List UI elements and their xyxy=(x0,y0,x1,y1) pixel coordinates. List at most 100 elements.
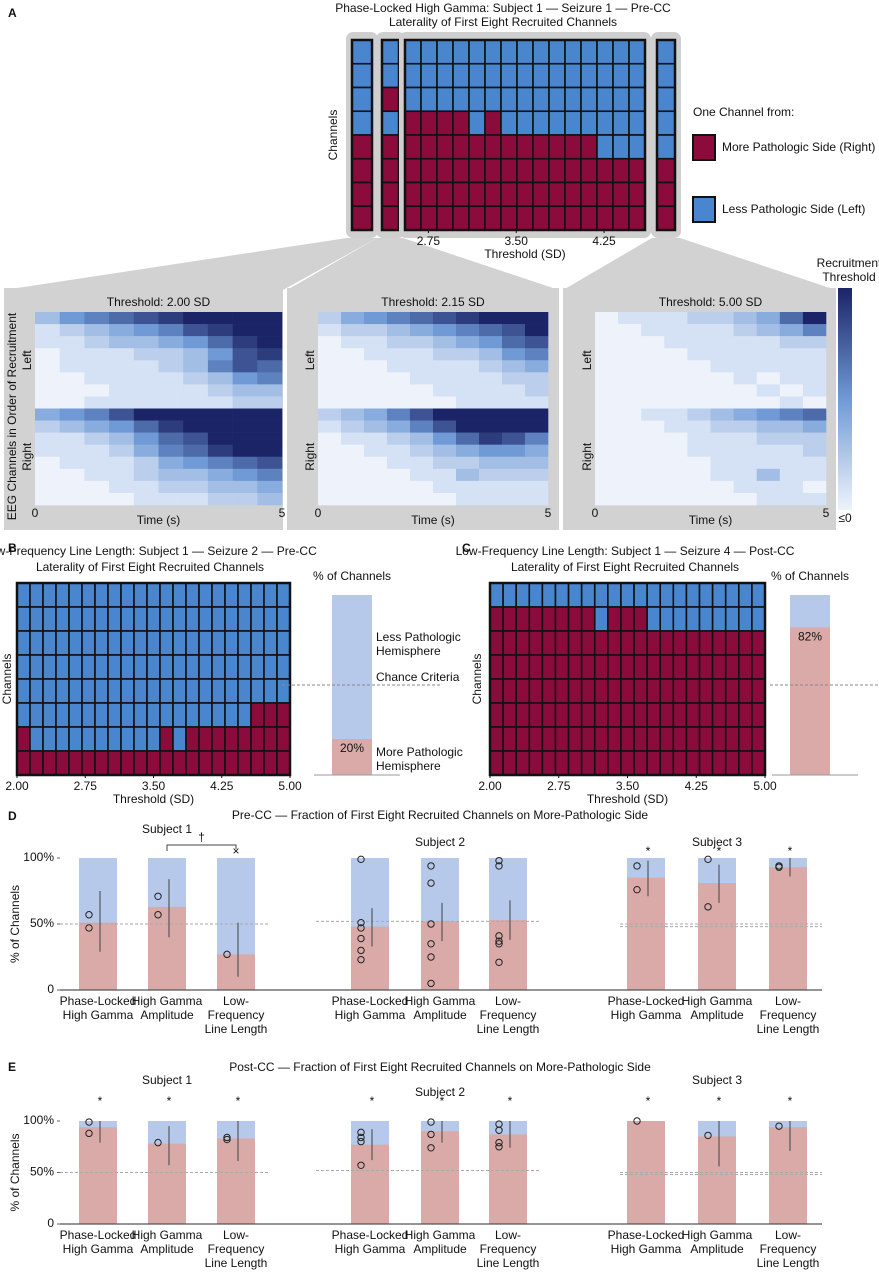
heat-cell xyxy=(158,336,184,349)
y-axis-label: EEG Channels in Order of Recruitment xyxy=(5,312,19,520)
heat-cell xyxy=(733,360,757,373)
grid-cell xyxy=(146,606,161,632)
heat-cell xyxy=(84,384,110,397)
grid-cell xyxy=(250,702,265,728)
heat-cell xyxy=(733,348,757,361)
grid-cell xyxy=(120,750,135,776)
data-point xyxy=(775,1122,783,1130)
grid-cell xyxy=(532,86,550,113)
heat-cell xyxy=(257,444,283,458)
heat-cell xyxy=(456,444,480,458)
heat-cell xyxy=(710,396,734,409)
grid-cell xyxy=(55,750,70,776)
data-point xyxy=(357,918,365,927)
heat-cell xyxy=(525,324,549,337)
heat-cell xyxy=(456,384,480,397)
grid-cell xyxy=(250,606,265,632)
x-tick-label: Low- xyxy=(775,994,801,1008)
grid-cell xyxy=(724,678,740,704)
heat-cell xyxy=(802,396,827,409)
heat-cell xyxy=(756,444,781,458)
grid-cell xyxy=(172,702,187,728)
grid-cell xyxy=(351,181,373,208)
grid-cell xyxy=(628,110,646,136)
data-point xyxy=(223,1133,231,1142)
heat-cell xyxy=(733,480,757,494)
heat-cell xyxy=(364,312,388,325)
grid-cell xyxy=(436,39,454,65)
grid-cell xyxy=(646,606,662,632)
heat-cell xyxy=(733,384,757,397)
colorbar-min-label: ≤0 xyxy=(838,511,852,525)
heat-cell xyxy=(595,360,619,373)
heat-cell xyxy=(433,396,457,409)
heat-cell xyxy=(502,444,526,458)
heat-cell xyxy=(710,336,734,349)
heat-cell xyxy=(59,420,85,433)
data-point xyxy=(427,879,435,887)
heat-cell xyxy=(618,492,642,506)
group-label: Left xyxy=(303,350,317,371)
grid-cell xyxy=(515,654,531,680)
heat-cell xyxy=(364,360,388,373)
heat-cell xyxy=(618,312,642,325)
heat-cell xyxy=(364,468,388,482)
x-tick-label: Frequency xyxy=(760,1242,817,1256)
heat-cell xyxy=(641,384,665,397)
heat-cell xyxy=(687,324,711,337)
heat-cell xyxy=(232,480,258,494)
grid-cell xyxy=(224,582,239,608)
heat-cell xyxy=(133,432,159,445)
heat-cell xyxy=(387,408,411,421)
heat-cell xyxy=(257,396,283,409)
heat-cell xyxy=(84,468,110,482)
grid-cell xyxy=(489,630,504,656)
bar xyxy=(790,627,830,775)
heat-cell xyxy=(341,492,365,506)
heat-cell xyxy=(133,396,159,409)
grid-cell xyxy=(107,726,122,752)
group-label: Left xyxy=(20,350,34,371)
grid-cell xyxy=(159,582,174,608)
grid-cell xyxy=(237,678,252,704)
heat-cell xyxy=(318,312,342,325)
grid-cell xyxy=(381,157,400,184)
grid-cell xyxy=(612,86,630,113)
grid-cell xyxy=(698,678,714,704)
grid-cell xyxy=(484,157,502,184)
heat-cell xyxy=(133,480,159,494)
heat-cell xyxy=(756,420,781,433)
grid-cell xyxy=(484,62,502,89)
grid-cell xyxy=(500,110,518,136)
grid-cell xyxy=(16,654,31,680)
x-tick-label: Low- xyxy=(775,1228,801,1242)
heat-cell xyxy=(525,492,549,506)
grid-cell xyxy=(94,630,109,656)
connector xyxy=(563,238,836,290)
grid-cell xyxy=(420,110,438,136)
group-label: Right xyxy=(303,442,317,471)
heat-cell xyxy=(158,372,184,385)
heat-cell xyxy=(364,492,388,506)
grid-cell xyxy=(94,582,109,608)
grid-cell xyxy=(351,110,373,136)
grid-cell xyxy=(351,205,373,231)
grid-cell xyxy=(628,205,646,231)
grid-cell xyxy=(172,726,187,752)
data-point xyxy=(495,937,503,945)
grid-cell xyxy=(224,654,239,680)
bar xyxy=(421,1131,459,1224)
grid-cell xyxy=(276,606,291,632)
grid-cell xyxy=(607,750,622,776)
grid-cell xyxy=(133,678,148,704)
grid-cell xyxy=(351,134,373,160)
heat-cell xyxy=(433,372,457,385)
grid-cell xyxy=(404,157,422,184)
heat-cell xyxy=(779,420,804,433)
heat-cell xyxy=(183,312,209,325)
heat-cell xyxy=(183,480,209,494)
x-tick-label: High Gamma xyxy=(335,1008,406,1022)
heat-cell xyxy=(341,432,365,445)
grid-cell xyxy=(55,726,70,752)
y-axis-label: Channels xyxy=(0,654,14,705)
